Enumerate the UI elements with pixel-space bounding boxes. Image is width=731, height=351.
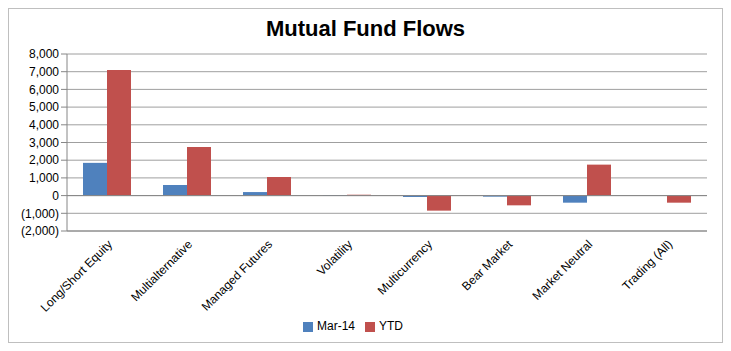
svg-text:Multialternative: Multialternative — [128, 237, 195, 304]
svg-text:Long/Short Equity: Long/Short Equity — [38, 237, 115, 314]
svg-text:(2,000): (2,000) — [21, 224, 59, 238]
svg-text:2,000: 2,000 — [29, 153, 59, 167]
svg-text:4,000: 4,000 — [29, 118, 59, 132]
svg-text:Multicurrency: Multicurrency — [375, 237, 435, 297]
svg-text:6,000: 6,000 — [29, 83, 59, 97]
html-text:YTD: YTD — [379, 319, 403, 333]
svg-text:7,000: 7,000 — [29, 65, 59, 79]
svg-text:5,000: 5,000 — [29, 100, 59, 114]
svg-text:8,000: 8,000 — [29, 49, 59, 61]
svg-text:Volatility: Volatility — [314, 237, 355, 278]
svg-text:0: 0 — [52, 189, 59, 203]
svg-text:Bear Market: Bear Market — [459, 237, 516, 294]
svg-text:(1,000): (1,000) — [21, 207, 59, 221]
svg-text:Market Neutral: Market Neutral — [530, 237, 596, 303]
svg-text:1,000: 1,000 — [29, 171, 59, 185]
html-text:Mutual Fund Flows: Mutual Fund Flows — [265, 16, 466, 41]
svg-text:Managed Futures: Managed Futures — [199, 237, 275, 313]
svg-text:3,000: 3,000 — [29, 136, 59, 150]
svg-text:Trading (All): Trading (All) — [619, 237, 675, 293]
html-text:Mar-14: Mar-14 — [317, 319, 355, 333]
